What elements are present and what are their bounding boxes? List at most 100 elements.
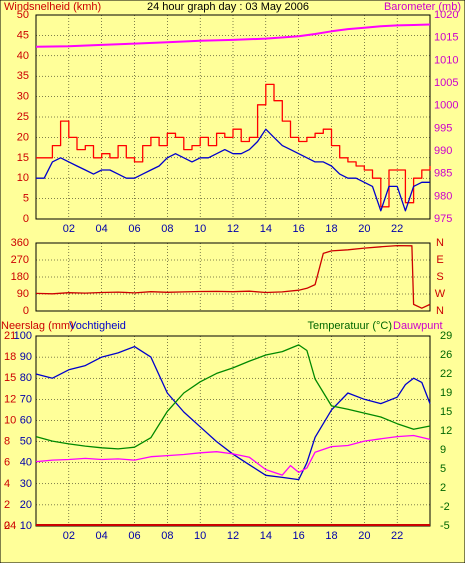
rain-tick: 24: [4, 520, 16, 532]
dewpoint-axis-label: Dauwpunt: [393, 320, 443, 332]
barometer-tick: 990: [434, 145, 452, 157]
barometer-tick: 1020: [434, 9, 458, 21]
temperature-line: [35, 344, 431, 450]
hour-tick: 12: [227, 530, 239, 542]
wind-direction-series: [35, 244, 431, 309]
hour-tick: 12: [227, 223, 239, 235]
barometer-tick: 995: [434, 122, 452, 134]
temperature-tick: 19: [440, 387, 452, 399]
wind-direction-degree-tick: 360: [11, 237, 29, 249]
barometer-tick: 985: [434, 168, 452, 180]
humidity-tick: 10: [20, 520, 32, 532]
temperature-tick: 15: [440, 406, 452, 418]
wind-direction-degree-tick: 0: [23, 305, 29, 317]
temperature-tick: 22: [440, 368, 452, 380]
temperature-tick: 12: [440, 425, 452, 437]
rain-tick: 18: [4, 351, 16, 363]
rain-tick: 12: [4, 393, 16, 405]
humidity-tick: 20: [20, 499, 32, 511]
wind-direction-grid: [36, 243, 430, 311]
rain-tick: 10: [4, 414, 16, 426]
hour-tick: 16: [293, 530, 305, 542]
temperature-tick: 5: [440, 463, 446, 475]
hour-tick: 10: [194, 223, 206, 235]
wind-speed-tick: 40: [17, 50, 29, 62]
wind-direction-degree-tick: 270: [11, 254, 29, 266]
humidity-axis-label: Vochtigheid: [69, 320, 126, 332]
wind-speed-tick: 20: [17, 131, 29, 143]
temperature-tick: 26: [440, 349, 452, 361]
barometer-tick: 1000: [434, 100, 458, 112]
humidity-tick: 100: [14, 330, 32, 342]
hour-tick: 18: [325, 223, 337, 235]
temperature-tick: -2: [440, 501, 450, 513]
hour-tick: 06: [128, 530, 140, 542]
hour-tick: 20: [358, 223, 370, 235]
wind-speed-line: [36, 128, 430, 212]
wind-speed-tick: 5: [23, 193, 29, 205]
humidity-temperature-hour-ticks: 02 04 06 08 10 12 14 16 18 20 22: [63, 530, 404, 542]
humidity-tick: 70: [20, 393, 32, 405]
wind-speed-tick: 45: [17, 29, 29, 41]
hour-tick: 22: [391, 530, 403, 542]
wind-speed-tick: 25: [17, 111, 29, 123]
humidity-line: [35, 345, 431, 481]
barometer-tick: 1015: [434, 32, 458, 44]
rain-tick: 2: [4, 499, 10, 511]
humidity-tick: 60: [20, 414, 32, 426]
barometer-tick: 1010: [434, 54, 458, 66]
barometer-axis-ticks: 975 980 985 990 995 1000 1005 1010 1015 1020: [434, 9, 458, 225]
temperature-tick: 9: [440, 444, 446, 456]
temperature-axis-ticks: -5 -2 2 5 9 12 15 19 22 26 29: [440, 330, 452, 532]
barometer-axis-label: Barometer (mb): [384, 1, 461, 13]
wind-speed-tick: 15: [17, 152, 29, 164]
rain-tick: 0: [4, 520, 10, 532]
wind-direction-degree-ticks: 0 90 180 270 360: [11, 237, 29, 317]
temperature-tick: 29: [440, 330, 452, 342]
barometer-tick: 980: [434, 190, 452, 202]
barometer-tick: 1005: [434, 77, 458, 89]
wind-speed-tick: 50: [17, 9, 29, 21]
chart-title: 24 hour graph day : 03 May 2006: [147, 1, 309, 13]
wind-direction-compass-tick: S: [436, 271, 443, 283]
hour-tick: 08: [161, 530, 173, 542]
hour-tick: 08: [161, 223, 173, 235]
wind-gust-line: [36, 83, 431, 208]
rain-tick: 15: [4, 372, 16, 384]
hour-tick: 14: [260, 223, 272, 235]
hour-tick: 02: [63, 530, 75, 542]
hour-tick: 02: [63, 223, 75, 235]
temperature-tick: 2: [440, 482, 446, 494]
wind-direction-compass-tick: E: [436, 254, 443, 266]
wind-direction-compass-tick: W: [435, 288, 446, 300]
wind-direction-compass-tick: N: [436, 305, 444, 317]
wind-direction-degree-tick: 180: [11, 271, 29, 283]
hour-tick: 10: [194, 530, 206, 542]
wind-pressure-series: [35, 23, 431, 212]
barometer-line: [35, 23, 431, 48]
hour-tick: 22: [391, 223, 403, 235]
wind-pressure-hour-ticks: 02 04 06 08 10 12 14 16 18 20 22: [63, 223, 404, 235]
humidity-tick: 40: [20, 457, 32, 469]
hour-tick: 20: [358, 530, 370, 542]
humidity-tick: 50: [20, 436, 32, 448]
rain-tick: 4: [4, 478, 10, 490]
hour-tick: 14: [260, 530, 272, 542]
temperature-tick: -5: [440, 520, 450, 532]
wind-direction-compass-tick: N: [436, 237, 444, 249]
rain-tick: 6: [4, 457, 10, 469]
wind-speed-axis-ticks: 0 5 10 15 20 25 30 35 40 45 50: [17, 9, 29, 225]
wind-direction-line: [35, 244, 431, 309]
humidity-temperature-series: [35, 344, 431, 526]
humidity-tick: 80: [20, 372, 32, 384]
hour-tick: 18: [325, 530, 337, 542]
rain-axis-label: Neerslag (mm): [1, 320, 74, 332]
wind-direction-degree-tick: 90: [17, 288, 29, 300]
wind-speed-tick: 0: [23, 213, 29, 225]
